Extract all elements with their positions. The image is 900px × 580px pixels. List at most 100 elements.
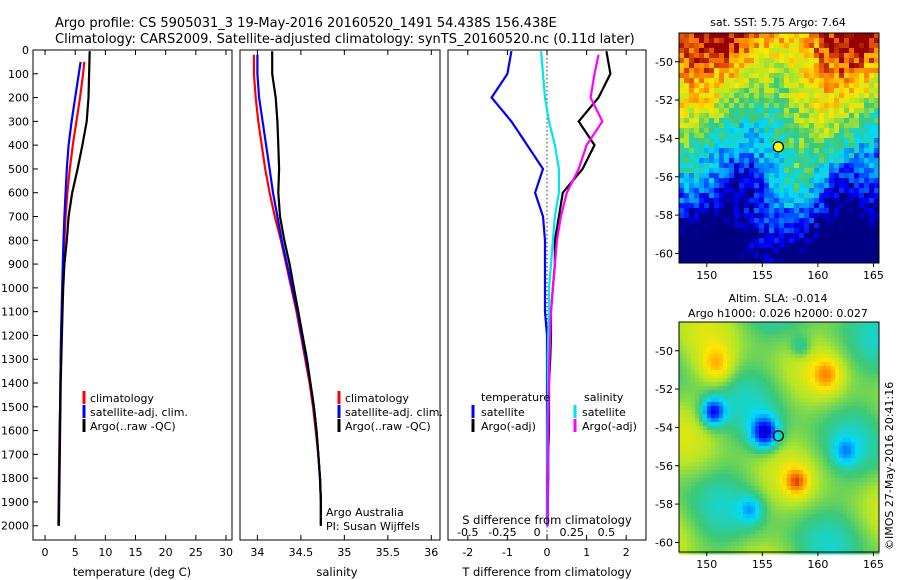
heatmap-cell: [783, 374, 788, 379]
heatmap-cell: [683, 366, 688, 371]
heatmap-cell: [723, 410, 728, 415]
heatmap-cell: [729, 88, 735, 94]
heatmap-cell: [691, 510, 696, 515]
heatmap-cell: [709, 188, 715, 194]
heatmap-cell: [747, 442, 752, 447]
heatmap-cell: [699, 522, 704, 527]
heatmap-cell: [874, 58, 880, 64]
heatmap-cell: [851, 374, 856, 379]
heatmap-cell: [859, 334, 864, 339]
heatmap-cell: [767, 498, 772, 503]
heatmap-cell: [739, 522, 744, 527]
heatmap-cell: [719, 178, 725, 184]
heatmap-cell: [719, 538, 724, 543]
heatmap-cell: [694, 233, 700, 239]
heatmap-cell: [779, 334, 784, 339]
heatmap-cell: [779, 253, 785, 259]
heatmap-cell: [871, 358, 876, 363]
heatmap-cell: [859, 406, 864, 411]
heatmap-cell: [683, 426, 688, 431]
heatmap-cell: [783, 482, 788, 487]
heatmap-cell: [739, 238, 745, 244]
heatmap-cell: [855, 470, 860, 475]
heatmap-cell: [851, 474, 856, 479]
y-tick-label: 500: [8, 163, 29, 176]
heatmap-cell: [839, 498, 844, 503]
heatmap-cell: [739, 158, 745, 164]
heatmap-cell: [709, 83, 715, 89]
heatmap-cell: [695, 422, 700, 427]
heatmap-cell: [863, 414, 868, 419]
heatmap-cell: [703, 322, 708, 327]
heatmap-cell: [754, 153, 760, 159]
heatmap-cell: [851, 414, 856, 419]
heatmap-cell: [703, 374, 708, 379]
heatmap-cell: [779, 168, 785, 174]
heatmap-cell: [849, 228, 855, 234]
heatmap-cell: [715, 514, 720, 519]
heatmap-cell: [839, 103, 845, 109]
heatmap-cell: [874, 38, 880, 44]
heatmap-cell: [864, 123, 870, 129]
heatmap-cell: [684, 123, 690, 129]
heatmap-cell: [859, 538, 864, 543]
heatmap-cell: [709, 108, 715, 114]
heatmap-cell: [867, 482, 872, 487]
heatmap-cell: [744, 103, 750, 109]
heatmap-cell: [729, 163, 735, 169]
heatmap-cell: [723, 426, 728, 431]
heatmap-cell: [751, 382, 756, 387]
heatmap-cell: [711, 490, 716, 495]
heatmap-cell: [823, 330, 828, 335]
heatmap-cell: [875, 526, 880, 531]
heatmap-cell: [774, 93, 780, 99]
heatmap-cell: [794, 38, 800, 44]
heatmap-cell: [839, 462, 844, 467]
heatmap-cell: [859, 494, 864, 499]
heatmap-cell: [835, 546, 840, 551]
heatmap-cell: [871, 494, 876, 499]
heatmap-cell: [759, 378, 764, 383]
heatmap-cell: [815, 438, 820, 443]
heatmap-cell: [703, 426, 708, 431]
heatmap-cell: [843, 414, 848, 419]
heatmap-cell: [683, 514, 688, 519]
heatmap-cell: [724, 178, 730, 184]
heatmap-cell: [694, 133, 700, 139]
heatmap-cell: [704, 218, 710, 224]
heatmap-cell: [764, 183, 770, 189]
heatmap-cell: [747, 470, 752, 475]
heatmap-cell: [859, 458, 864, 463]
heatmap-cell: [739, 143, 745, 149]
heatmap-cell: [684, 188, 690, 194]
heatmap-cell: [811, 490, 816, 495]
heatmap-cell: [769, 223, 775, 229]
heatmap-cell: [767, 390, 772, 395]
heatmap-cell: [735, 402, 740, 407]
heatmap-cell: [774, 208, 780, 214]
heatmap-cell: [771, 326, 776, 331]
heatmap-cell: [744, 168, 750, 174]
heatmap-cell: [871, 470, 876, 475]
heatmap-cell: [844, 38, 850, 44]
heatmap-cell: [764, 198, 770, 204]
heatmap-cell: [803, 474, 808, 479]
heatmap-cell: [787, 530, 792, 535]
heatmap-cell: [847, 374, 852, 379]
heatmap-cell: [789, 218, 795, 224]
heatmap-cell: [719, 430, 724, 435]
heatmap-cell: [784, 53, 790, 59]
heatmap-cell: [819, 128, 825, 134]
heatmap-cell: [691, 482, 696, 487]
heatmap-cell: [714, 228, 720, 234]
heatmap-cell: [755, 486, 760, 491]
heatmap-cell: [819, 138, 825, 144]
heatmap-cell: [769, 173, 775, 179]
heatmap-cell: [683, 410, 688, 415]
heatmap-cell: [754, 98, 760, 104]
heatmap-cell: [695, 426, 700, 431]
heatmap-cell: [727, 438, 732, 443]
heatmap-cell: [747, 342, 752, 347]
heatmap-cell: [709, 73, 715, 79]
heatmap-cell: [715, 342, 720, 347]
